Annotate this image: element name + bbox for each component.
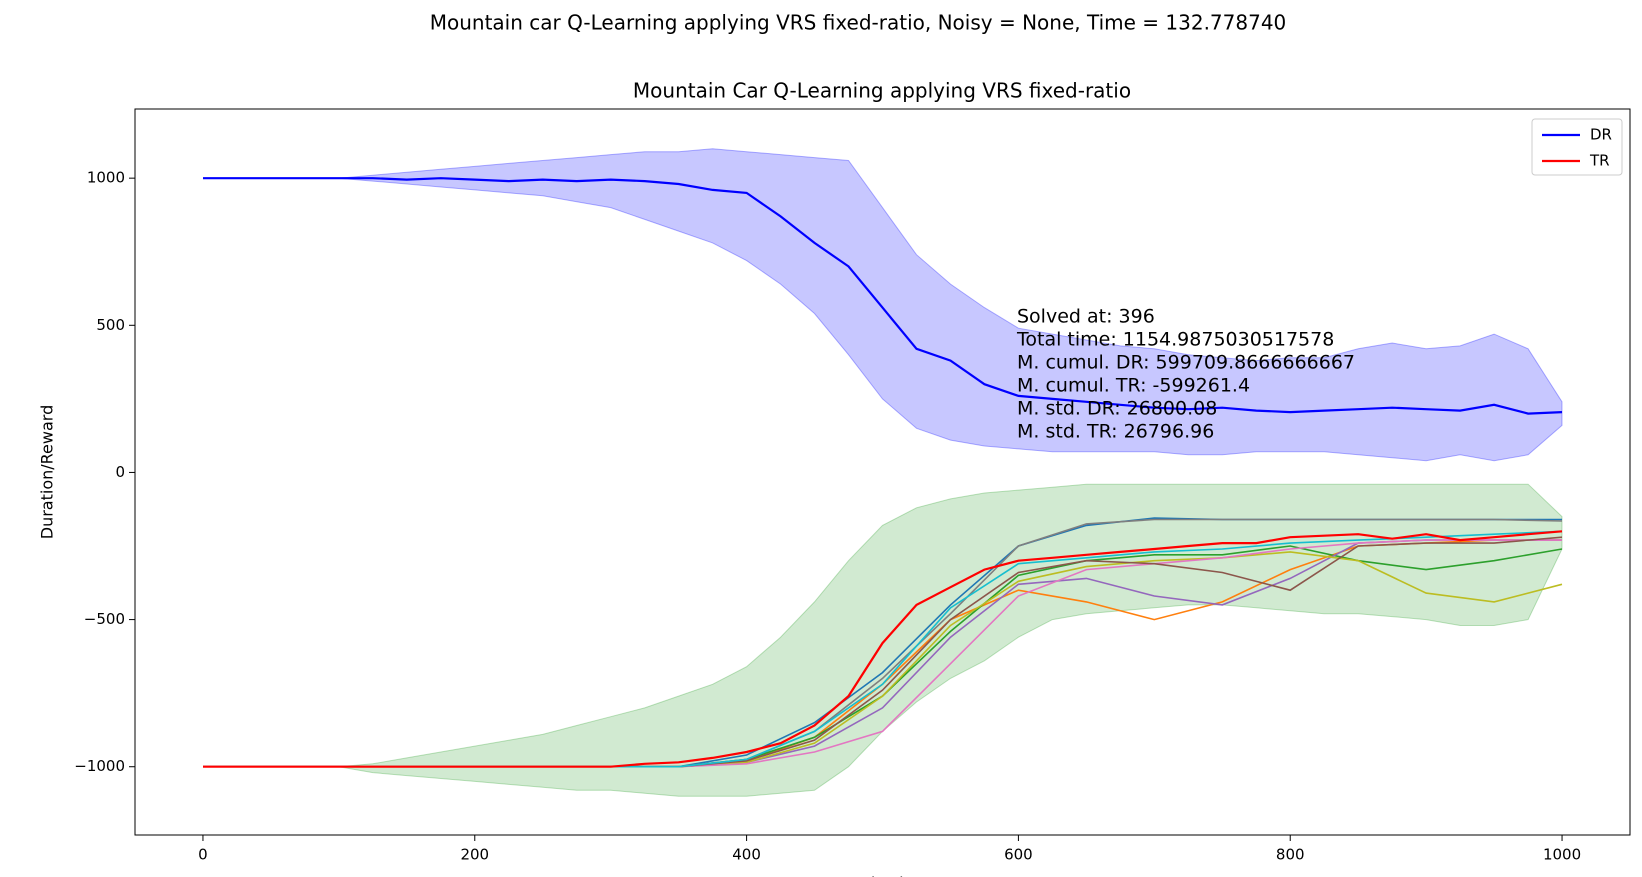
legend-label: TR [1589,152,1610,170]
x-tick-label: 1000 [1543,846,1581,864]
series-line [203,530,1563,768]
y-axis-label: Duration/Reward [38,405,57,539]
annotation: M. std. DR: 26800.08 [1017,398,1217,420]
annotation: Solved at: 396 [1017,306,1155,328]
annotation: M. std. TR: 26796.96 [1017,421,1214,443]
suptitle: Mountain car Q-Learning applying VRS fix… [430,11,1287,35]
x-tick-label: 0 [198,846,208,864]
annotation: M. cumul. TR: -599261.4 [1017,375,1250,397]
y-tick-label: 1000 [87,169,125,187]
legend-label: DR [1590,126,1612,144]
x-tick-label: 800 [1276,846,1305,864]
series-line [203,177,1563,415]
x-tick-label: 400 [732,846,761,864]
annotation: Total time: 1154.9875030517578 [1016,329,1334,351]
band [203,483,1563,797]
y-tick-label: 500 [96,316,125,334]
band [203,148,1563,462]
annotation: M. cumul. DR: 599709.8666666667 [1017,352,1355,374]
x-tick-label: 600 [1004,846,1033,864]
x-tick-label: 200 [460,846,489,864]
y-tick-label: −500 [84,610,125,628]
y-tick-label: 0 [115,463,125,481]
chart-title: Mountain Car Q-Learning applying VRS fix… [633,79,1131,103]
y-tick-label: −1000 [74,757,125,775]
x-axis-label: Episode [851,874,914,877]
